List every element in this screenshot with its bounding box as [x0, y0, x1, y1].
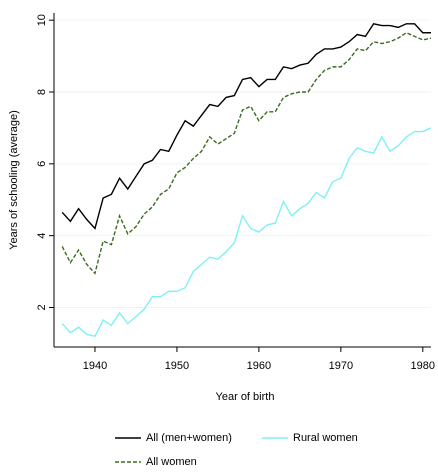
- x-tick-label: 1980: [411, 360, 435, 372]
- series-line: [61, 31, 432, 275]
- x-tick-label: 1960: [247, 360, 271, 372]
- x-axis-title: Year of birth: [216, 391, 275, 403]
- series-line: [61, 127, 432, 338]
- x-tick-label: 1940: [83, 360, 107, 372]
- x-tick-label: 1970: [329, 360, 353, 372]
- y-tick-label: 2: [36, 304, 48, 310]
- x-tick-label: 1950: [165, 360, 189, 372]
- legend-label: All (men+women): [146, 432, 232, 444]
- legend-label: Rural women: [293, 432, 358, 444]
- legend-label: All women: [146, 456, 197, 468]
- y-tick-label: 10: [36, 14, 48, 26]
- y-tick-label: 6: [36, 161, 48, 167]
- series-line: [61, 22, 431, 230]
- y-tick-label: 4: [36, 233, 48, 239]
- y-axis-title: Years of schooling (average): [8, 110, 20, 250]
- y-tick-label: 8: [36, 89, 48, 95]
